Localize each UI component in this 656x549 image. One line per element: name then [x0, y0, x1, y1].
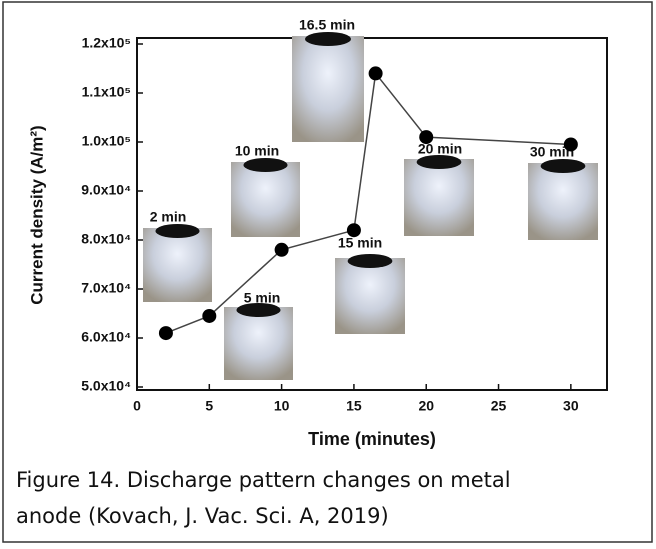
x-tick-label: 20 — [418, 398, 434, 414]
annotation: 16.5 min — [299, 17, 355, 33]
x-tick-label: 15 — [346, 398, 362, 414]
y-tick-label: 1.1x10⁵ — [82, 84, 131, 100]
annotation: 15 min — [338, 235, 382, 251]
annotation: 2 min — [150, 209, 187, 225]
photo-inset — [528, 163, 598, 240]
photo-inset — [335, 258, 405, 334]
annotation: 30 min — [530, 144, 574, 160]
photo-inset — [224, 307, 293, 380]
electrode — [347, 254, 393, 268]
x-axis-label: Time (minutes) — [308, 429, 436, 449]
photo-inset — [231, 162, 300, 237]
data-point — [563, 137, 578, 152]
data-point — [419, 130, 434, 145]
electrode — [416, 155, 462, 169]
electrode — [155, 224, 200, 238]
data-point — [158, 326, 173, 341]
annotation: 10 min — [235, 143, 279, 159]
caption-line: anode (Kovach, J. Vac. Sci. A, 2019) — [16, 504, 389, 528]
annotation: 5 min — [244, 290, 281, 306]
x-tick-label: 0 — [133, 398, 141, 414]
data-point — [202, 308, 217, 323]
x-tick-label: 25 — [491, 398, 507, 414]
electrode — [236, 303, 281, 317]
electrode — [304, 32, 352, 46]
x-tick-label: 10 — [274, 398, 290, 414]
y-tick-label: 1.2x10⁵ — [82, 35, 131, 51]
electrode — [243, 158, 288, 172]
electrode — [540, 159, 586, 173]
y-axis-label: Current density (A/m²) — [27, 125, 46, 304]
caption-line: Figure 14. Discharge pattern changes on … — [16, 468, 511, 492]
y-tick-label: 6.0x10⁴ — [81, 329, 131, 345]
x-tick-label: 30 — [563, 398, 579, 414]
y-tick-label: 8.0x10⁴ — [81, 231, 131, 247]
annotation: 20 min — [418, 141, 462, 157]
y-tick-label: 9.0x10⁴ — [81, 182, 131, 198]
photo-inset — [404, 159, 474, 236]
x-tick-label: 5 — [205, 398, 213, 414]
figure-border — [2, 1, 653, 543]
data-point — [346, 223, 361, 238]
photo-inset — [292, 36, 364, 142]
data-point — [368, 66, 383, 81]
photo-inset — [143, 228, 212, 302]
y-tick-label: 7.0x10⁴ — [81, 280, 131, 296]
data-point — [274, 242, 289, 257]
y-tick-label: 5.0x10⁴ — [81, 378, 131, 394]
plot-frame — [136, 37, 608, 391]
y-tick-label: 1.0x10⁵ — [82, 133, 131, 149]
